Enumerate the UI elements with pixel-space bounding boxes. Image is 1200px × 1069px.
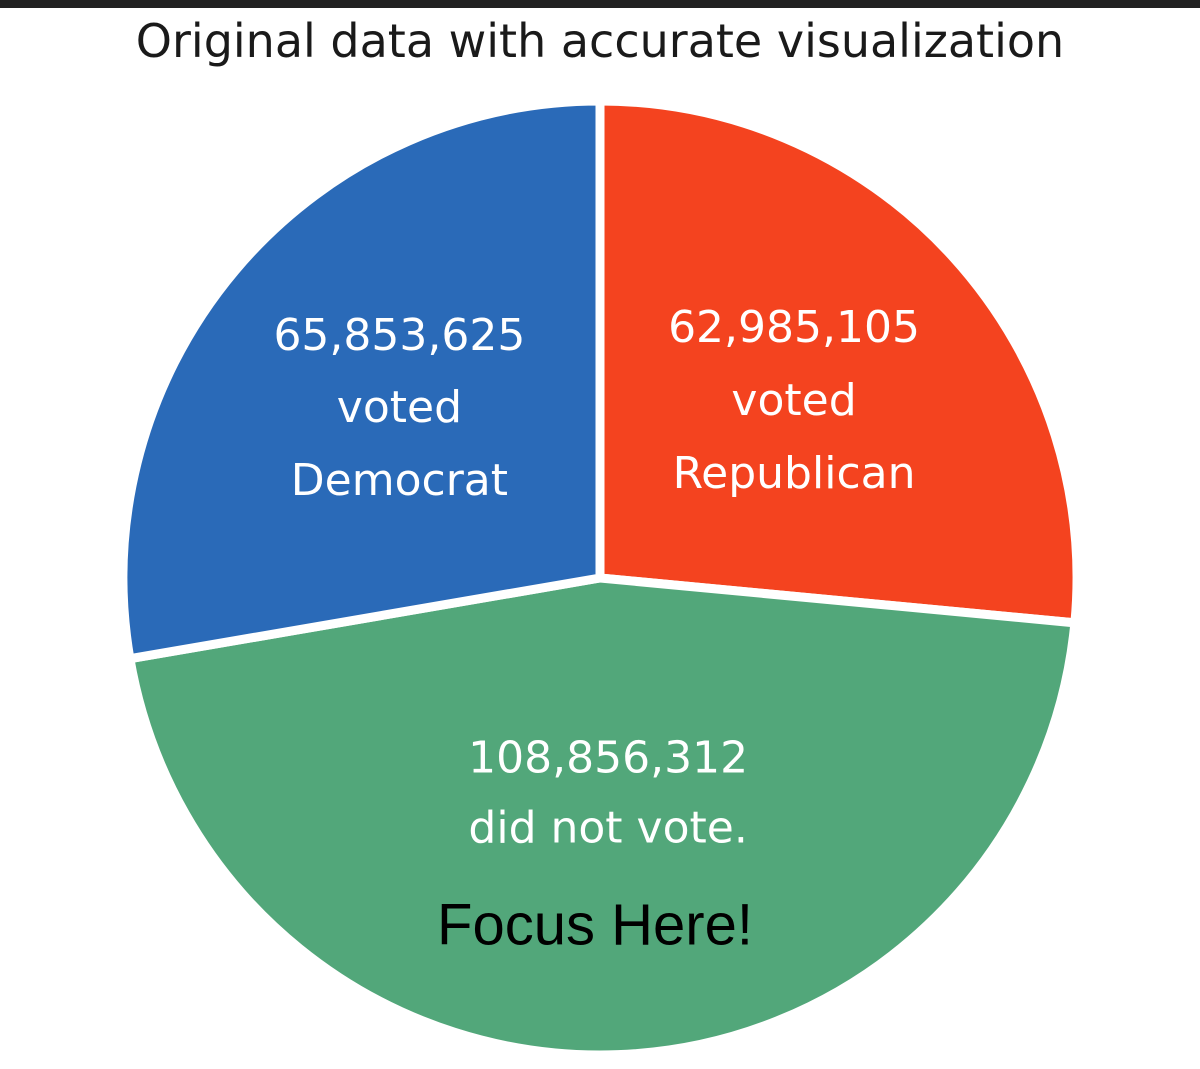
slice-label: 65,853,625 voted Democrat <box>249 300 549 518</box>
value-label: 62,985,105 <box>668 302 920 354</box>
value-label: 108,856,312 <box>468 733 749 785</box>
pie-slice <box>124 573 1080 1060</box>
category-label: voted Republican <box>672 375 916 499</box>
category-label: voted Democrat <box>290 382 509 507</box>
value-label: 65,853,625 <box>273 310 526 361</box>
pie-slice <box>118 96 605 664</box>
category-label: did not vote. <box>468 802 748 854</box>
top-bar <box>0 0 1200 8</box>
pie-slice <box>595 96 1082 628</box>
annotation: Focus Here! <box>437 892 753 958</box>
slice-label: 62,985,105 voted Republican <box>644 293 944 511</box>
chart-title: Original data with accurate visualizatio… <box>135 14 1065 68</box>
slice-label: 108,856,312 did not vote. <box>428 723 788 862</box>
